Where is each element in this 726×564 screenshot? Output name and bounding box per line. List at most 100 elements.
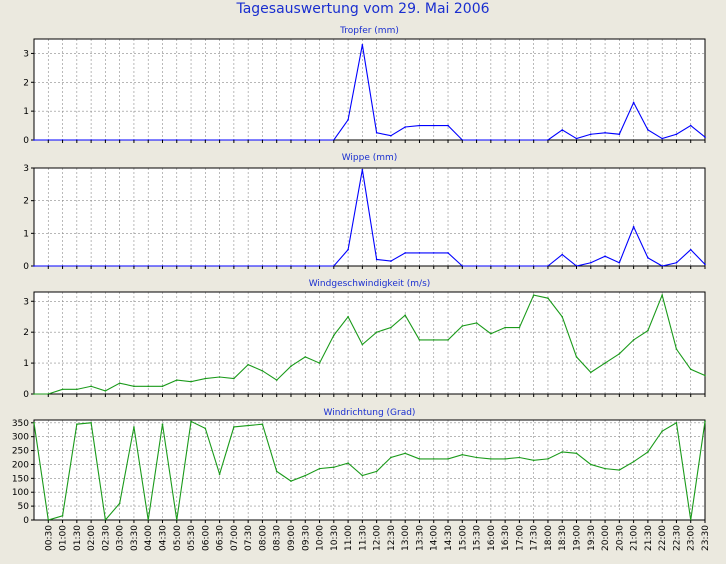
data-point bbox=[675, 348, 678, 350]
data-point bbox=[618, 353, 621, 355]
panel-windgeschwindigkeit: Windgeschwindigkeit (m/s) 0 1 2 3 bbox=[23, 279, 706, 400]
x-tick-label: 06:30 bbox=[216, 525, 226, 551]
data-point bbox=[689, 248, 692, 251]
x-tick-label: 23:30 bbox=[701, 525, 711, 551]
series-line-windrichtung bbox=[33, 420, 706, 522]
data-point bbox=[490, 332, 492, 335]
data-point bbox=[490, 458, 492, 460]
data-point bbox=[361, 43, 364, 46]
x-tick-label: 06:00 bbox=[201, 525, 211, 551]
data-point bbox=[390, 326, 392, 329]
x-tick-label: 12:30 bbox=[387, 525, 397, 551]
x-tick-label: 04:00 bbox=[144, 525, 154, 551]
data-point bbox=[390, 134, 392, 137]
data-point bbox=[418, 124, 421, 127]
data-point bbox=[704, 420, 706, 423]
data-point bbox=[575, 137, 578, 140]
data-point bbox=[190, 380, 192, 383]
x-tick-label: 01:00 bbox=[59, 525, 69, 551]
data-point bbox=[675, 133, 678, 136]
y-tick-label: 0 bbox=[23, 262, 29, 272]
data-point bbox=[575, 356, 578, 358]
data-point bbox=[704, 263, 706, 266]
data-point bbox=[347, 462, 349, 464]
data-point bbox=[375, 470, 378, 473]
data-point bbox=[347, 248, 349, 251]
x-tick-label: 11:00 bbox=[344, 525, 354, 551]
data-point bbox=[504, 458, 506, 460]
x-tick-label: 12:00 bbox=[373, 525, 383, 551]
y-tick-label: 3 bbox=[23, 297, 29, 307]
x-tick-label: 16:00 bbox=[487, 525, 497, 551]
x-tick-label: 17:30 bbox=[530, 525, 540, 551]
data-point bbox=[375, 258, 378, 261]
x-tick-label: 07:00 bbox=[230, 525, 240, 551]
y-tick-label: 2 bbox=[23, 197, 29, 207]
data-point bbox=[76, 388, 78, 391]
data-point bbox=[447, 339, 449, 341]
data-point bbox=[333, 466, 335, 469]
data-point bbox=[275, 379, 278, 381]
data-point bbox=[33, 421, 35, 424]
data-point bbox=[404, 252, 406, 254]
y-tick-label: 350 bbox=[12, 419, 29, 429]
data-point bbox=[447, 252, 449, 254]
data-point bbox=[447, 458, 449, 460]
data-point bbox=[432, 124, 435, 127]
x-tick-label: 08:30 bbox=[273, 525, 283, 551]
data-point bbox=[204, 427, 207, 430]
data-point bbox=[147, 385, 150, 388]
data-point bbox=[33, 265, 35, 267]
data-point bbox=[33, 393, 35, 395]
data-point bbox=[118, 382, 121, 384]
data-point bbox=[247, 363, 249, 366]
y-tick-label: 3 bbox=[23, 49, 29, 59]
y-tick-label: 2 bbox=[23, 78, 29, 88]
data-point bbox=[375, 331, 378, 333]
plot-frame bbox=[33, 419, 706, 521]
y-tick-label: 100 bbox=[12, 488, 29, 498]
data-point bbox=[518, 456, 521, 459]
data-point bbox=[290, 480, 292, 482]
x-tick-label: 17:00 bbox=[515, 525, 525, 551]
x-tick-label: 18:00 bbox=[544, 525, 554, 551]
data-point bbox=[661, 430, 663, 432]
data-point bbox=[418, 458, 421, 460]
x-axis-labels: 00:30 01:00 01:30 02:00 02:30 03:00 03:30 04:00… bbox=[44, 525, 711, 551]
data-point bbox=[475, 322, 478, 324]
data-point bbox=[604, 255, 606, 257]
x-tick-label: 16:30 bbox=[501, 525, 511, 551]
y-tick-label: 250 bbox=[12, 447, 29, 457]
y-tick-label: 200 bbox=[12, 460, 29, 470]
data-point bbox=[618, 133, 621, 136]
data-point bbox=[632, 460, 635, 463]
data-point bbox=[90, 385, 92, 388]
data-point bbox=[361, 474, 364, 477]
data-point bbox=[233, 426, 235, 428]
y-tick-label: 300 bbox=[12, 433, 29, 443]
data-point bbox=[161, 423, 164, 425]
data-point bbox=[432, 458, 435, 460]
data-point bbox=[704, 374, 706, 377]
data-point bbox=[61, 515, 64, 517]
x-tick-label: 09:30 bbox=[301, 525, 311, 551]
data-point bbox=[133, 426, 135, 428]
x-tick-label: 20:30 bbox=[615, 525, 625, 551]
panel-tropfer: Tropfer (mm) 0 1 2 3 bbox=[23, 26, 706, 146]
data-point bbox=[104, 390, 107, 392]
data-point bbox=[661, 137, 663, 140]
data-point bbox=[461, 325, 464, 327]
data-point bbox=[589, 371, 592, 374]
data-point bbox=[90, 421, 92, 424]
data-point bbox=[575, 452, 578, 455]
y-tick-label: 50 bbox=[18, 502, 30, 512]
data-point bbox=[190, 420, 192, 423]
x-tick-label: 15:00 bbox=[458, 525, 468, 551]
data-point bbox=[432, 339, 435, 341]
page-title: Tagesauswertung vom 29. Mai 2006 bbox=[236, 1, 490, 17]
y-tick-label: 0 bbox=[23, 136, 29, 146]
data-point bbox=[318, 467, 321, 470]
y-tick-label: 3 bbox=[23, 164, 29, 174]
y-tick-label: 1 bbox=[23, 107, 29, 117]
